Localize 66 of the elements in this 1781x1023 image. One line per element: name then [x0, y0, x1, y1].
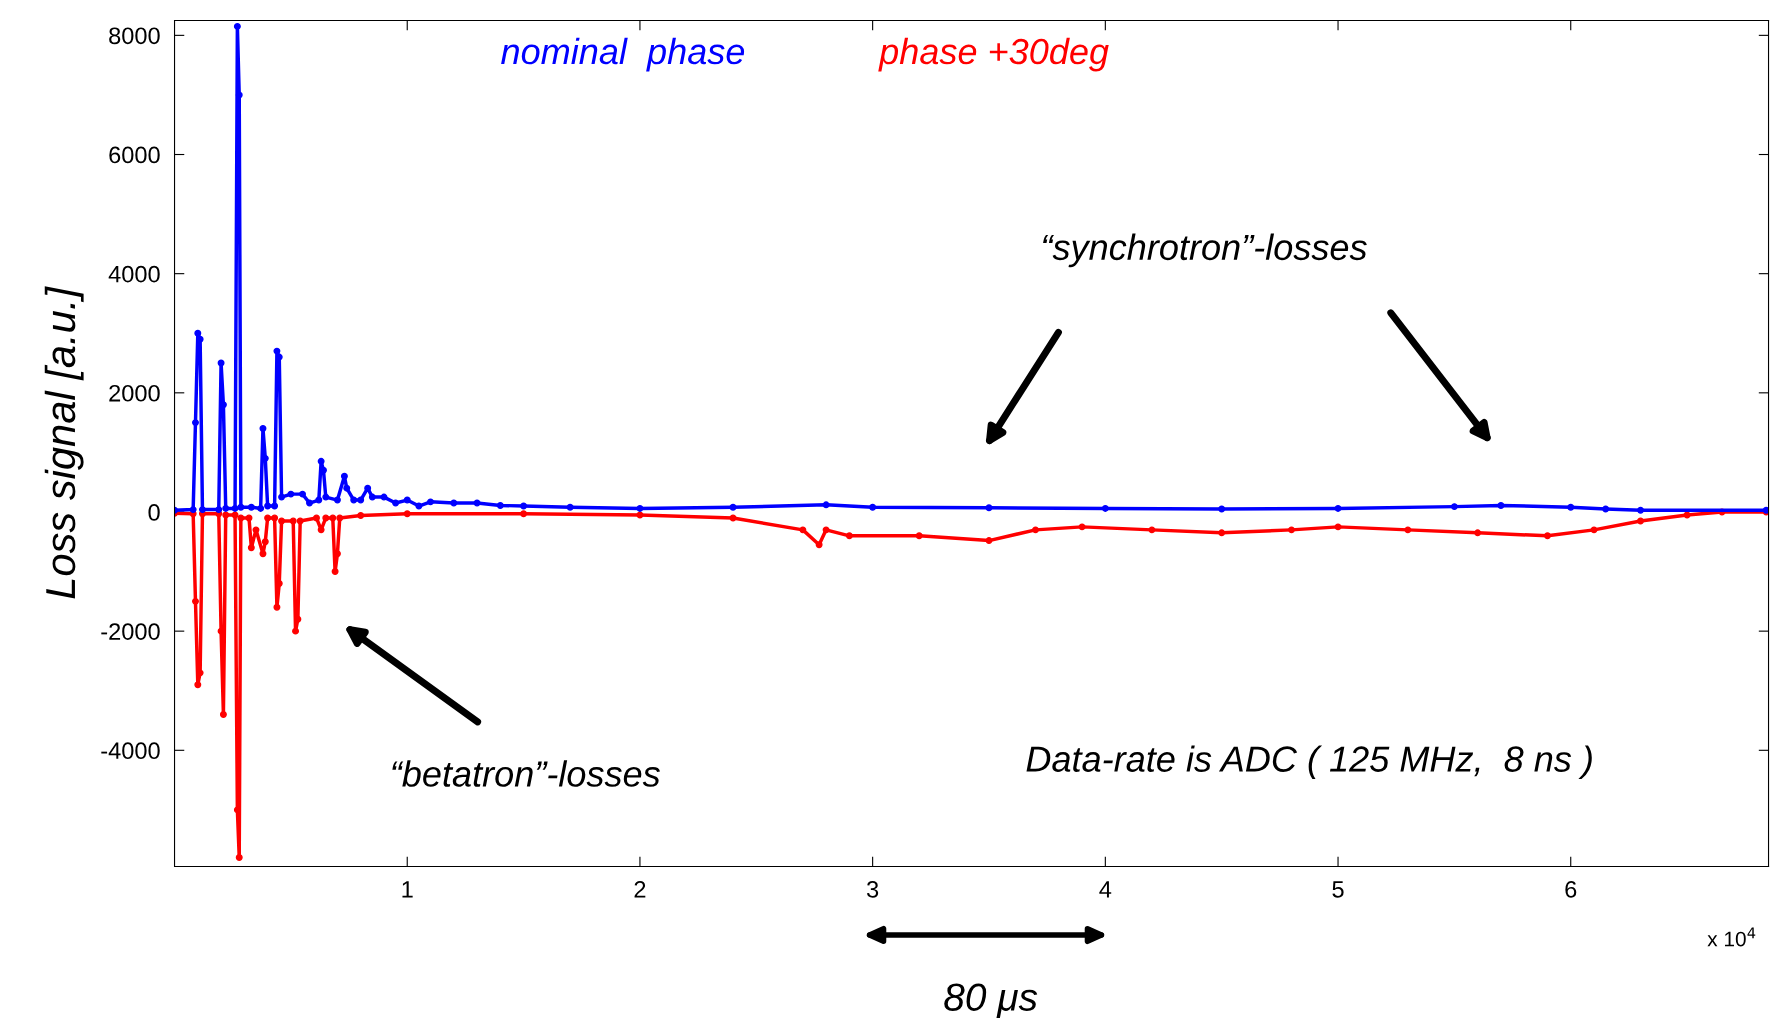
point: [1078, 523, 1086, 531]
y-tick-label: 8000: [109, 27, 160, 45]
x-tick-label: 2: [634, 880, 646, 898]
point: [296, 517, 304, 525]
point: [313, 514, 320, 522]
point: [259, 550, 267, 558]
text: phase +30deg: [878, 37, 1109, 72]
point: [235, 854, 243, 862]
point: [815, 541, 823, 549]
point: [317, 526, 325, 534]
y-tick-label: 6000: [109, 146, 160, 164]
point: [822, 526, 830, 534]
point: [985, 537, 993, 545]
point: [292, 627, 300, 635]
point: [331, 568, 339, 576]
point: [1032, 526, 1040, 534]
y-tick-label: 2000: [109, 384, 160, 402]
point: [1288, 526, 1295, 534]
point: [219, 711, 227, 719]
point: [278, 517, 286, 525]
y-tick-label: -4000: [101, 742, 160, 760]
point: [194, 681, 202, 689]
point: [1543, 532, 1551, 540]
annotation: Data-rate is ADC ( 125 MHz, 8 ns ): [1026, 745, 1592, 780]
y-axis-title: Loss signal [a.u.]: [44, 286, 84, 599]
point: [1334, 523, 1342, 531]
text: nominal phase: [501, 37, 745, 72]
point: [252, 526, 260, 534]
point: [264, 514, 272, 522]
x-tick-label: 5: [1332, 881, 1344, 898]
point: [1148, 526, 1156, 534]
annotation: “betatron”-losses: [392, 760, 660, 787]
point: [1474, 529, 1482, 537]
text: x 10$^{4}$: [1707, 927, 1756, 947]
point: [520, 510, 528, 518]
annotation: “synchrotron”-losses: [1043, 233, 1367, 268]
x-tick-label: 4: [1099, 881, 1112, 898]
point: [357, 512, 365, 520]
point: [799, 526, 807, 534]
point: [289, 517, 297, 525]
point: [237, 514, 245, 522]
point: [271, 514, 279, 522]
point: [1218, 529, 1226, 537]
text: 80 μs: [944, 983, 1038, 1019]
point: [636, 511, 644, 519]
x-tick-label: 1: [402, 881, 413, 898]
point: [336, 514, 344, 522]
point: [1683, 511, 1691, 519]
point: [329, 514, 337, 522]
point: [322, 514, 330, 522]
point: [1590, 526, 1598, 534]
point: [273, 603, 281, 611]
y-tick-label: -2000: [101, 623, 160, 640]
x-tick-label: 3: [866, 880, 879, 898]
point: [261, 538, 269, 546]
point: [222, 511, 230, 519]
point: [403, 510, 411, 518]
y-tick-label: 4000: [108, 265, 160, 283]
y-tick-label: 0: [148, 504, 160, 521]
point: [1404, 526, 1412, 534]
point: [845, 532, 853, 540]
point: [247, 544, 255, 552]
point: [192, 597, 199, 605]
point: [1637, 517, 1645, 525]
x-tick-label: 6: [1565, 880, 1577, 898]
point: [915, 532, 923, 540]
